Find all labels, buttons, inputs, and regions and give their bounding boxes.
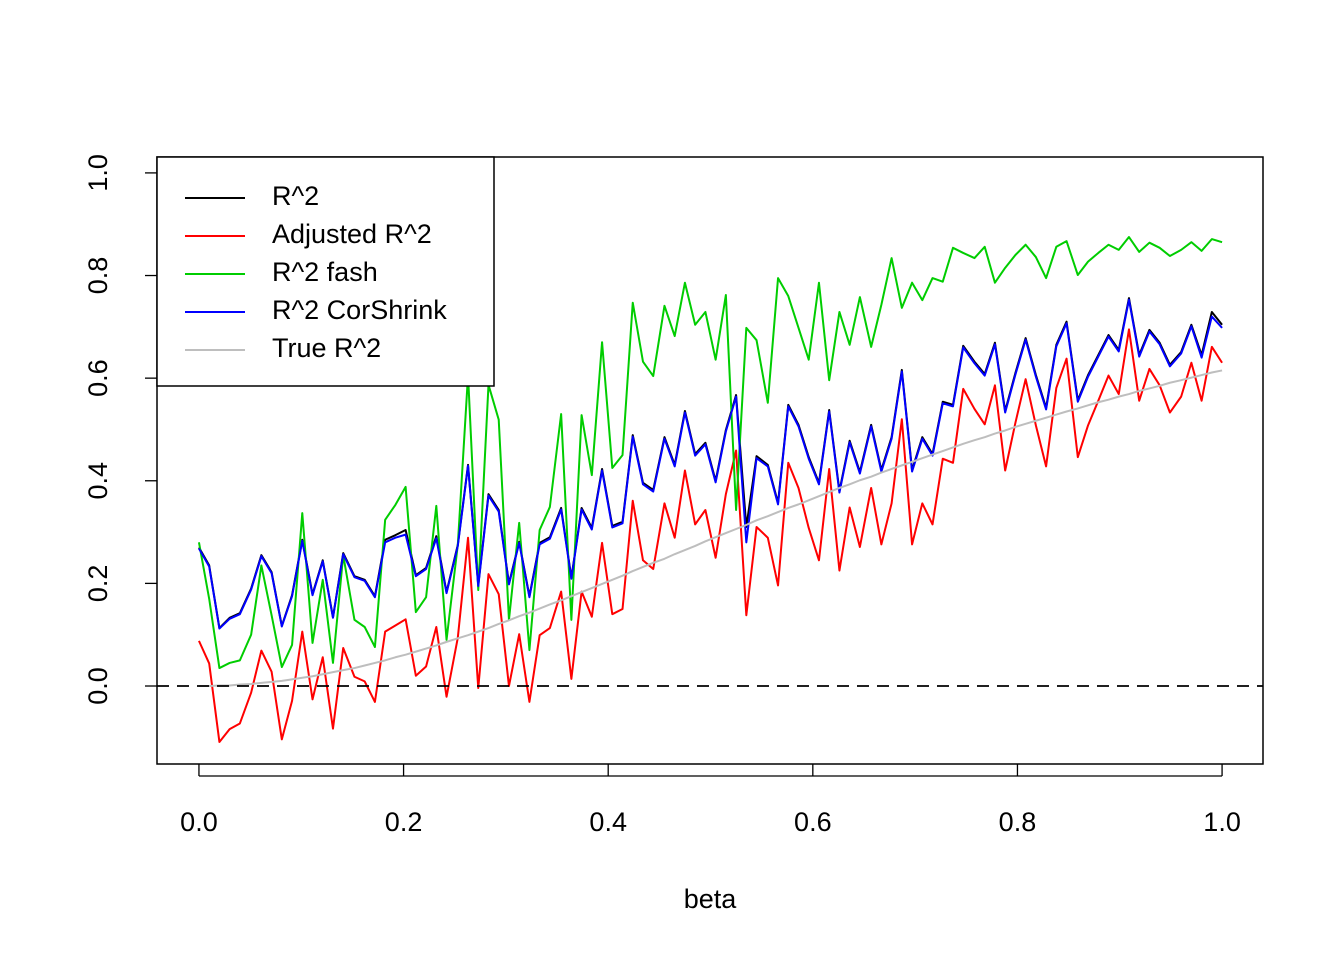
y-tick-label: 0.6 (83, 359, 113, 397)
legend-label: R^2 fash (272, 257, 378, 287)
x-tick-label: 0.2 (385, 807, 423, 837)
x-tick-label: 0.0 (180, 807, 218, 837)
legend-label: R^2 CorShrink (272, 295, 447, 325)
y-tick-label: 0.4 (83, 462, 113, 500)
y-tick-label: 0.8 (83, 257, 113, 295)
series-line (197, 236, 1223, 670)
x-tick-label: 0.4 (589, 807, 627, 837)
legend-label: R^2 (272, 181, 319, 211)
x-tick-label: 0.8 (999, 807, 1037, 837)
y-tick-label: 0.2 (83, 565, 113, 603)
y-tick-label: 0.0 (83, 667, 113, 705)
legend-label: Adjusted R^2 (272, 219, 432, 249)
x-axis-label: beta (684, 884, 738, 914)
series-line (198, 298, 1223, 630)
plot-frame (156, 156, 1264, 765)
series-line (198, 328, 1223, 743)
x-tick-label: 0.6 (794, 807, 832, 837)
y-tick-label: 1.0 (83, 154, 113, 192)
series-line (198, 369, 1223, 688)
legend-label: True R^2 (272, 333, 381, 363)
legend-box (156, 156, 495, 387)
x-tick-label: 1.0 (1203, 807, 1241, 837)
